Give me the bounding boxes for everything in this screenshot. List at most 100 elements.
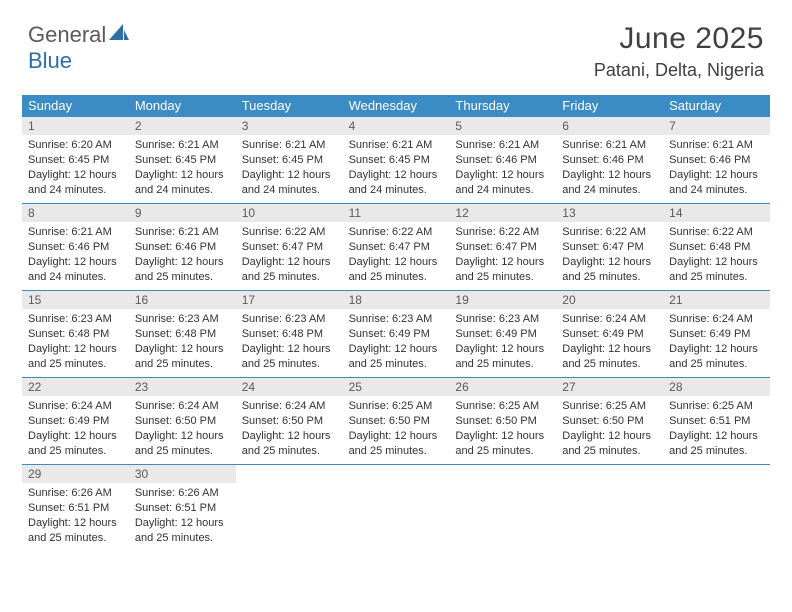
sunrise-text: Sunrise: 6:23 AM — [242, 312, 337, 327]
brand-part2-wrap: Blue — [28, 48, 72, 74]
day-info: Sunrise: 6:22 AMSunset: 6:47 PMDaylight:… — [556, 222, 663, 288]
sunrise-text: Sunrise: 6:21 AM — [455, 138, 550, 153]
day-cell: 15Sunrise: 6:23 AMSunset: 6:48 PMDayligh… — [22, 291, 129, 377]
sunset-text: Sunset: 6:46 PM — [28, 240, 123, 255]
sunrise-text: Sunrise: 6:23 AM — [455, 312, 550, 327]
title-block: June 2025 Patani, Delta, Nigeria — [594, 22, 764, 81]
sunset-text: Sunset: 6:50 PM — [562, 414, 657, 429]
daylight-text: Daylight: 12 hours and 24 minutes. — [135, 168, 230, 198]
day-info: Sunrise: 6:21 AMSunset: 6:46 PMDaylight:… — [663, 135, 770, 201]
day-number: 23 — [129, 378, 236, 396]
day-number: 18 — [343, 291, 450, 309]
day-number: 20 — [556, 291, 663, 309]
day-info: Sunrise: 6:25 AMSunset: 6:50 PMDaylight:… — [449, 396, 556, 462]
day-cell: 17Sunrise: 6:23 AMSunset: 6:48 PMDayligh… — [236, 291, 343, 377]
daylight-text: Daylight: 12 hours and 25 minutes. — [135, 342, 230, 372]
daylight-text: Daylight: 12 hours and 24 minutes. — [455, 168, 550, 198]
day-cell: 25Sunrise: 6:25 AMSunset: 6:50 PMDayligh… — [343, 378, 450, 464]
day-info: Sunrise: 6:20 AMSunset: 6:45 PMDaylight:… — [22, 135, 129, 201]
day-cell: 22Sunrise: 6:24 AMSunset: 6:49 PMDayligh… — [22, 378, 129, 464]
day-number: 2 — [129, 117, 236, 135]
day-info: Sunrise: 6:21 AMSunset: 6:45 PMDaylight:… — [236, 135, 343, 201]
sunrise-text: Sunrise: 6:24 AM — [28, 399, 123, 414]
weekday-saturday: Saturday — [663, 95, 770, 117]
day-number: 7 — [663, 117, 770, 135]
day-info: Sunrise: 6:25 AMSunset: 6:51 PMDaylight:… — [663, 396, 770, 462]
daylight-text: Daylight: 12 hours and 24 minutes. — [28, 168, 123, 198]
daylight-text: Daylight: 12 hours and 25 minutes. — [562, 255, 657, 285]
sunset-text: Sunset: 6:50 PM — [135, 414, 230, 429]
daylight-text: Daylight: 12 hours and 25 minutes. — [562, 342, 657, 372]
day-cell — [556, 465, 663, 551]
day-cell: 10Sunrise: 6:22 AMSunset: 6:47 PMDayligh… — [236, 204, 343, 290]
day-info: Sunrise: 6:21 AMSunset: 6:46 PMDaylight:… — [129, 222, 236, 288]
day-number: 13 — [556, 204, 663, 222]
sunset-text: Sunset: 6:49 PM — [349, 327, 444, 342]
daylight-text: Daylight: 12 hours and 24 minutes. — [28, 255, 123, 285]
sunset-text: Sunset: 6:50 PM — [242, 414, 337, 429]
day-number: 19 — [449, 291, 556, 309]
page-header: General June 2025 Patani, Delta, Nigeria — [0, 0, 792, 85]
daylight-text: Daylight: 12 hours and 25 minutes. — [349, 429, 444, 459]
day-info: Sunrise: 6:21 AMSunset: 6:45 PMDaylight:… — [129, 135, 236, 201]
sunrise-text: Sunrise: 6:22 AM — [455, 225, 550, 240]
sunset-text: Sunset: 6:48 PM — [669, 240, 764, 255]
day-cell: 4Sunrise: 6:21 AMSunset: 6:45 PMDaylight… — [343, 117, 450, 203]
day-cell: 5Sunrise: 6:21 AMSunset: 6:46 PMDaylight… — [449, 117, 556, 203]
sunset-text: Sunset: 6:46 PM — [562, 153, 657, 168]
weekday-wednesday: Wednesday — [343, 95, 450, 117]
day-info: Sunrise: 6:22 AMSunset: 6:47 PMDaylight:… — [343, 222, 450, 288]
day-info: Sunrise: 6:24 AMSunset: 6:49 PMDaylight:… — [556, 309, 663, 375]
day-number: 4 — [343, 117, 450, 135]
day-number: 6 — [556, 117, 663, 135]
sunrise-text: Sunrise: 6:26 AM — [135, 486, 230, 501]
day-number: 12 — [449, 204, 556, 222]
daylight-text: Daylight: 12 hours and 24 minutes. — [562, 168, 657, 198]
day-info: Sunrise: 6:23 AMSunset: 6:48 PMDaylight:… — [129, 309, 236, 375]
day-info: Sunrise: 6:26 AMSunset: 6:51 PMDaylight:… — [22, 483, 129, 549]
sunset-text: Sunset: 6:45 PM — [135, 153, 230, 168]
day-number: 25 — [343, 378, 450, 396]
day-cell — [236, 465, 343, 551]
daylight-text: Daylight: 12 hours and 25 minutes. — [28, 429, 123, 459]
day-info: Sunrise: 6:22 AMSunset: 6:47 PMDaylight:… — [449, 222, 556, 288]
sunrise-text: Sunrise: 6:21 AM — [349, 138, 444, 153]
day-info: Sunrise: 6:21 AMSunset: 6:46 PMDaylight:… — [22, 222, 129, 288]
sunset-text: Sunset: 6:47 PM — [455, 240, 550, 255]
day-cell: 13Sunrise: 6:22 AMSunset: 6:47 PMDayligh… — [556, 204, 663, 290]
day-cell: 23Sunrise: 6:24 AMSunset: 6:50 PMDayligh… — [129, 378, 236, 464]
day-info: Sunrise: 6:21 AMSunset: 6:46 PMDaylight:… — [449, 135, 556, 201]
sunset-text: Sunset: 6:49 PM — [455, 327, 550, 342]
sunset-text: Sunset: 6:50 PM — [455, 414, 550, 429]
sunset-text: Sunset: 6:51 PM — [28, 501, 123, 516]
brand-part2: Blue — [28, 48, 72, 73]
day-cell: 7Sunrise: 6:21 AMSunset: 6:46 PMDaylight… — [663, 117, 770, 203]
day-number: 28 — [663, 378, 770, 396]
day-info: Sunrise: 6:23 AMSunset: 6:48 PMDaylight:… — [22, 309, 129, 375]
day-cell: 6 Sunrise: 6:21 AMSunset: 6:46 PMDaylight… — [556, 117, 663, 203]
day-cell: 26Sunrise: 6:25 AMSunset: 6:50 PMDayligh… — [449, 378, 556, 464]
sunrise-text: Sunrise: 6:23 AM — [135, 312, 230, 327]
sunset-text: Sunset: 6:49 PM — [669, 327, 764, 342]
weekday-sunday: Sunday — [22, 95, 129, 117]
sunset-text: Sunset: 6:48 PM — [28, 327, 123, 342]
day-number: 24 — [236, 378, 343, 396]
sunrise-text: Sunrise: 6:22 AM — [349, 225, 444, 240]
day-number: 1 — [22, 117, 129, 135]
day-info: Sunrise: 6:24 AMSunset: 6:50 PMDaylight:… — [129, 396, 236, 462]
weekday-tuesday: Tuesday — [236, 95, 343, 117]
day-number: 30 — [129, 465, 236, 483]
month-title: June 2025 — [594, 22, 764, 56]
daylight-text: Daylight: 12 hours and 25 minutes. — [135, 255, 230, 285]
day-info: Sunrise: 6:23 AMSunset: 6:49 PMDaylight:… — [343, 309, 450, 375]
sunset-text: Sunset: 6:47 PM — [349, 240, 444, 255]
sunrise-text: Sunrise: 6:24 AM — [562, 312, 657, 327]
sunrise-text: Sunrise: 6:21 AM — [562, 138, 657, 153]
day-info: Sunrise: 6:24 AMSunset: 6:49 PMDaylight:… — [22, 396, 129, 462]
weekday-header-row: Sunday Monday Tuesday Wednesday Thursday… — [22, 95, 770, 117]
day-number: 14 — [663, 204, 770, 222]
week-row: 1Sunrise: 6:20 AMSunset: 6:45 PMDaylight… — [22, 117, 770, 204]
day-cell: 3Sunrise: 6:21 AMSunset: 6:45 PMDaylight… — [236, 117, 343, 203]
sunrise-text: Sunrise: 6:22 AM — [242, 225, 337, 240]
daylight-text: Daylight: 12 hours and 25 minutes. — [242, 429, 337, 459]
